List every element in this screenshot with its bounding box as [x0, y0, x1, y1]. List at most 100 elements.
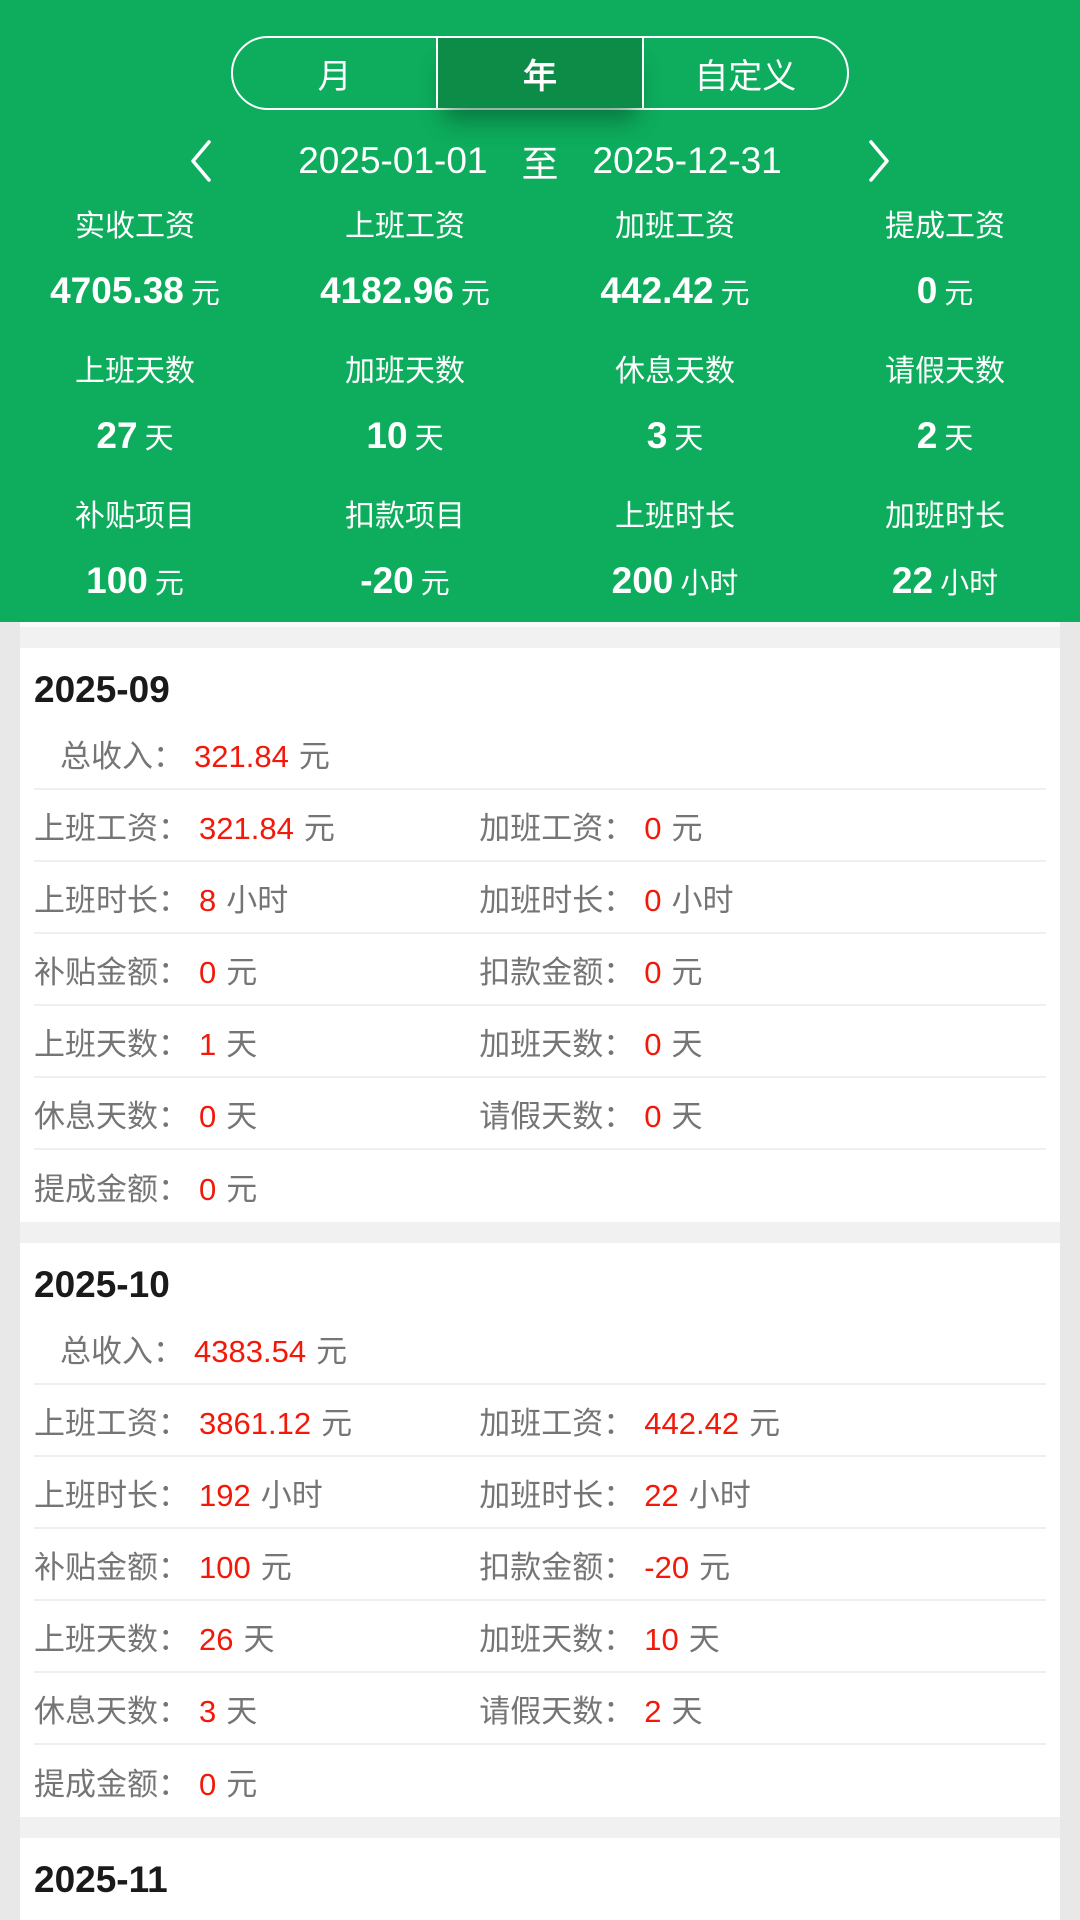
row-value: 26 [199, 1621, 234, 1657]
row-value: -20 [644, 1549, 690, 1585]
stat-unit: 天 [414, 423, 444, 455]
stat-label: 上班工资 [345, 210, 465, 243]
month-row-cell: 加班天数： 0 天 [479, 1019, 1046, 1064]
row-unit: 天 [226, 1026, 258, 1062]
stat-item: 请假天数 2 天 [810, 355, 1080, 460]
row-value: 0 [644, 882, 662, 918]
month-row-cell: 上班时长： 192 小时 [34, 1470, 479, 1515]
month-card: 2025-10 总收入： 4383.54 元上班工资： 3861.12 元加班工资： 442… [20, 1243, 1060, 1817]
month-row: 上班时长： 192 小时 加班时长： 22 小时 [34, 1457, 1046, 1529]
date-range[interactable]: 2025-01-01 至 2025-12-31 [298, 134, 782, 188]
month-detail-scroll-area[interactable]: 2025-09 总收入： 321.84 元上班工资： 321.84 元加班工资： 0 元上班时… [0, 622, 1080, 1920]
tab-month[interactable]: 月 [317, 57, 352, 96]
stat-label: 实收工资 [75, 210, 195, 243]
month-row-cell: 总收入： 4383.54 元 [34, 1326, 479, 1371]
month-row-cell: 补贴金额： 100 元 [34, 1542, 479, 1587]
row-value: 321.84 [199, 810, 294, 846]
stat-number: 4182.96 [320, 270, 454, 311]
row-value: 1 [199, 1026, 217, 1062]
month-list: 2025-09 总收入： 321.84 元上班工资： 321.84 元加班工资： 0 元上班时… [20, 627, 1060, 1920]
row-unit: 小时 [226, 882, 289, 918]
month-title: 2025-09 [34, 669, 170, 710]
month-row: 上班工资： 321.84 元加班工资： 0 元 [34, 790, 1046, 862]
row-value: 4383.54 [194, 1333, 307, 1369]
stat-unit: 元 [190, 278, 220, 310]
row-value: 10 [644, 1621, 679, 1657]
row-unit: 元 [226, 954, 258, 990]
month-row-cell: 加班工资： 442.42 元 [479, 1398, 1046, 1443]
month-row-cell: 休息天数： 0 天 [34, 1091, 479, 1136]
stat-item: 上班时长 200 小时 [540, 500, 810, 605]
row-label: 扣款金额： [479, 954, 635, 990]
stat-unit: 天 [144, 423, 174, 455]
row-unit: 天 [671, 1026, 703, 1062]
stat-unit: 天 [674, 423, 704, 455]
stat-item: 实收工资 4705.38 元 [0, 210, 270, 315]
row-label: 上班时长： [34, 882, 189, 918]
segmented-control-wrap: 月 年 自定义 [0, 0, 1080, 110]
next-period-button[interactable] [860, 132, 898, 190]
month-row-cell: 上班工资： 321.84 元 [34, 803, 479, 848]
stat-unit: 小时 [940, 568, 999, 600]
stat-unit: 元 [720, 278, 750, 310]
end-date: 2025-12-31 [592, 140, 782, 181]
stats-row: 补贴项目 100 元扣款项目 -20 元上班时长 200 小时 加班时长 22 小时 [0, 500, 1080, 605]
stat-label: 提成工资 [885, 210, 1005, 243]
row-value: 0 [644, 1026, 662, 1062]
stat-value: 4182.96 元 [270, 270, 540, 315]
stat-value: 10 天 [270, 415, 540, 460]
stat-value: 200 小时 [540, 560, 810, 605]
row-unit: 小时 [688, 1477, 751, 1513]
row-unit: 天 [226, 1098, 258, 1134]
row-unit: 元 [699, 1549, 731, 1585]
stat-number: 10 [366, 415, 408, 456]
stat-item: 加班天数 10 天 [270, 355, 540, 460]
stat-label: 加班天数 [345, 355, 465, 388]
card-gap [20, 627, 1060, 648]
row-label: 提成金额： [34, 1171, 189, 1207]
month-row: 上班天数： 26 天加班天数： 10 天 [34, 1601, 1046, 1673]
stat-item: 上班天数 27 天 [0, 355, 270, 460]
row-unit: 元 [298, 738, 330, 774]
tab-year[interactable]: 年 [436, 38, 644, 108]
month-row-cell: 加班工资： 0 元 [479, 803, 1046, 848]
month-row: 总收入： 4383.54 元 [34, 1313, 1046, 1385]
stat-item: 加班时长 22 小时 [810, 500, 1080, 605]
month-row: 上班天数： 1 天加班天数： 0 天 [34, 1006, 1046, 1078]
month-card: 2025-09 总收入： 321.84 元上班工资： 321.84 元加班工资： 0 元上班时… [20, 648, 1060, 1222]
row-unit: 元 [671, 954, 703, 990]
row-label: 上班时长： [34, 1477, 189, 1513]
stat-unit: 元 [420, 568, 450, 600]
row-unit: 天 [226, 1693, 258, 1729]
month-row: 上班时长： 8 小时 加班时长： 0 小时 [34, 862, 1046, 934]
row-value: 321.84 [194, 738, 289, 774]
row-value: 3 [199, 1693, 217, 1729]
row-value: 2 [644, 1693, 662, 1729]
row-label: 总收入： [60, 1333, 184, 1369]
stat-unit: 元 [944, 278, 974, 310]
row-unit: 天 [671, 1693, 703, 1729]
row-value: 0 [199, 1766, 217, 1802]
row-label: 上班工资： [34, 1405, 189, 1441]
date-range-nav: 2025-01-01 至 2025-12-31 [0, 132, 1080, 190]
stat-value: 442.42 元 [540, 270, 810, 315]
stat-label: 加班时长 [885, 500, 1005, 533]
row-unit: 天 [688, 1621, 720, 1657]
month-row-cell: 请假天数： 0 天 [479, 1091, 1046, 1136]
stat-number: -20 [360, 560, 414, 601]
previous-card-sliver [20, 622, 1060, 627]
stat-item: 休息天数 3 天 [540, 355, 810, 460]
tab-custom[interactable]: 自定义 [694, 57, 797, 96]
stat-number: 22 [891, 560, 934, 601]
row-label: 加班天数： [479, 1621, 635, 1657]
stat-item: 加班工资 442.42 元 [540, 210, 810, 315]
row-value: 0 [199, 1171, 217, 1207]
row-value: 0 [199, 1098, 217, 1134]
stat-number: 442.42 [600, 270, 714, 311]
start-date: 2025-01-01 [298, 140, 488, 181]
month-row-cell: 上班天数： 26 天 [34, 1614, 479, 1659]
card-gap [20, 1817, 1060, 1838]
row-label: 休息天数： [34, 1098, 189, 1134]
prev-period-button[interactable] [182, 132, 220, 190]
